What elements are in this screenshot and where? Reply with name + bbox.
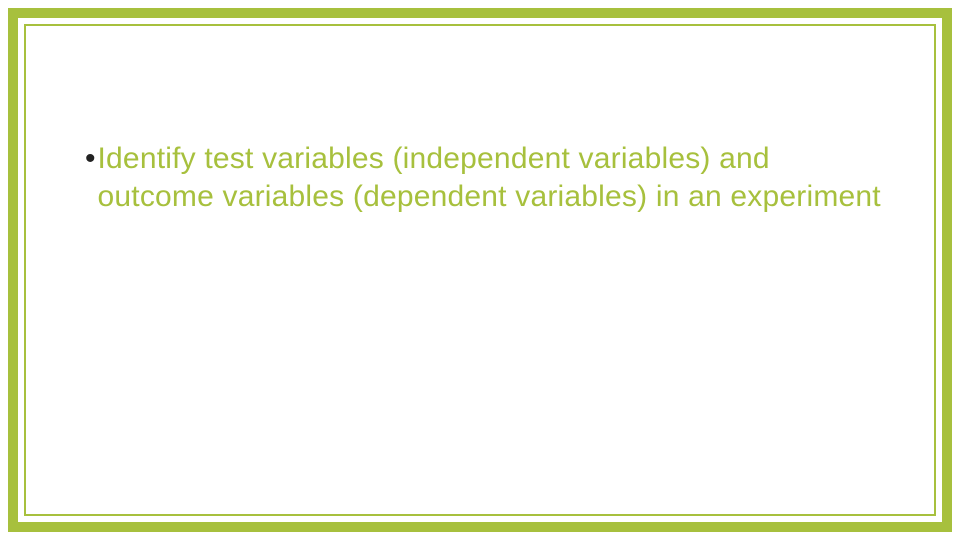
- content-area: • Identify test variables (independent v…: [85, 140, 885, 215]
- bullet-text: Identify test variables (independent var…: [98, 140, 885, 215]
- bullet-item: • Identify test variables (independent v…: [85, 140, 885, 215]
- bullet-mark: •: [85, 140, 96, 178]
- inner-border: [24, 24, 936, 516]
- slide: • Identify test variables (independent v…: [0, 0, 960, 540]
